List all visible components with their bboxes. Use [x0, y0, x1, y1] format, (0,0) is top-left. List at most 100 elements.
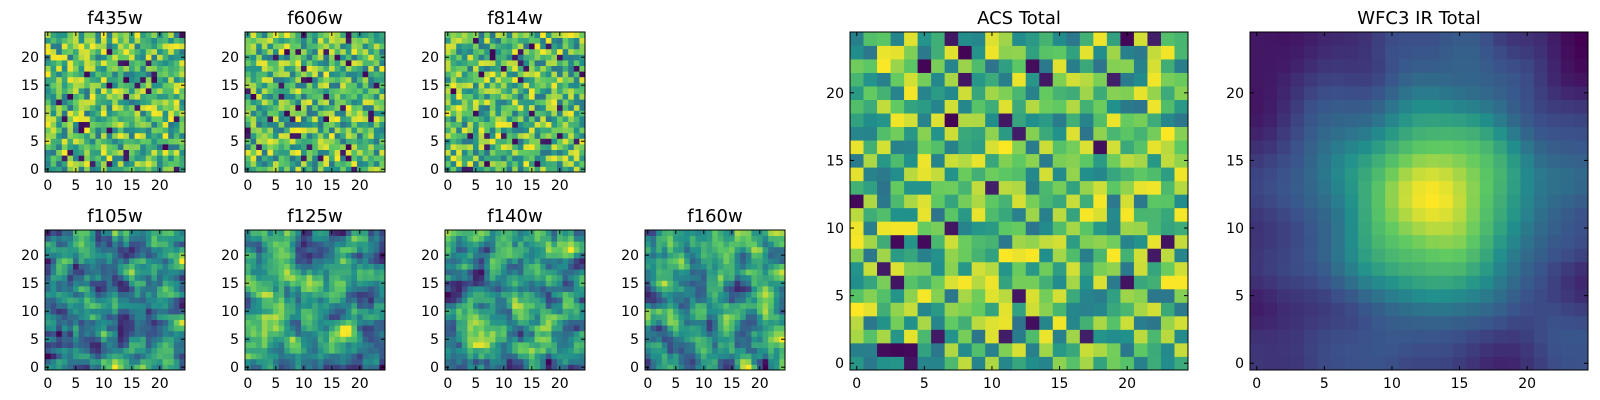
heatmap-cell: [478, 258, 485, 264]
heatmap-cell: [84, 110, 91, 117]
heatmap-cell: [877, 194, 891, 209]
y-tick-label: 20: [421, 50, 439, 66]
heatmap-cell: [456, 93, 463, 100]
heatmap-cell: [306, 76, 313, 83]
heatmap-cell: [773, 269, 780, 276]
heatmap-cell: [134, 144, 141, 150]
heatmap-cell: [998, 194, 1013, 209]
heatmap-cell: [478, 336, 485, 343]
heatmap-cell: [340, 364, 347, 371]
heatmap-cell: [84, 302, 91, 309]
heatmap-cell: [56, 291, 63, 298]
heatmap-cell: [529, 88, 535, 94]
heatmap-cell: [179, 88, 186, 94]
heatmap-cell: [1012, 288, 1027, 303]
heatmap-cell: [971, 302, 986, 317]
heatmap-cell: [534, 116, 541, 122]
heatmap-cell: [501, 48, 507, 55]
heatmap-cell: [534, 82, 541, 89]
heatmap-cell: [557, 280, 563, 287]
heatmap-cell: [145, 48, 152, 55]
heatmap-cell: [89, 286, 96, 292]
heatmap-cell: [78, 155, 85, 162]
heatmap-cell: [117, 71, 124, 78]
heatmap-cell: [545, 274, 552, 281]
heatmap-cell: [445, 274, 451, 281]
heatmap-cell: [89, 116, 96, 122]
heatmap-cell: [568, 32, 575, 38]
heatmap-cell: [179, 302, 186, 309]
heatmap-cell: [958, 315, 973, 330]
heatmap-cell: [351, 71, 358, 78]
heatmap-cell: [495, 48, 502, 55]
heatmap-cell: [461, 54, 468, 61]
heatmap-cell: [67, 241, 74, 248]
heatmap-cell: [545, 342, 552, 348]
heatmap-cell: [245, 291, 251, 298]
heatmap-cell: [512, 336, 519, 343]
heatmap-cell: [267, 364, 274, 371]
heatmap-cell: [357, 116, 363, 122]
heatmap-cell: [351, 99, 358, 106]
heatmap-cell: [78, 43, 85, 50]
heatmap-cell: [89, 280, 96, 287]
heatmap-cell: [273, 342, 279, 348]
heatmap-cell: [45, 358, 51, 365]
heatmap-cell: [245, 160, 251, 167]
heatmap-cell: [245, 258, 251, 264]
heatmap-cell: [267, 297, 274, 304]
heatmap-cell: [523, 71, 530, 78]
heatmap-cell: [67, 60, 74, 66]
heatmap-cell: [151, 353, 158, 360]
heatmap-cell: [740, 280, 747, 287]
heatmap-cell: [245, 274, 251, 281]
heatmap-cell: [95, 241, 102, 248]
heatmap-cell: [706, 364, 713, 371]
heatmap-cell: [173, 32, 180, 38]
heatmap-cell: [495, 314, 502, 320]
heatmap-cell: [456, 347, 463, 354]
heatmap-cell: [145, 160, 152, 167]
heatmap-cell: [456, 364, 463, 371]
x-tick-label: 15: [323, 376, 341, 392]
heatmap-cell: [101, 37, 107, 44]
heatmap-cell: [456, 330, 463, 337]
y-tick-label: 10: [21, 106, 39, 122]
heatmap-cell: [379, 291, 386, 298]
heatmap-cell: [779, 241, 786, 248]
heatmap-cell: [568, 297, 575, 304]
heatmap-cell: [656, 297, 663, 304]
heatmap-cell: [84, 241, 91, 248]
heatmap-cell: [289, 263, 296, 270]
heatmap-cell: [340, 325, 347, 332]
heatmap-cell: [506, 330, 513, 337]
heatmap-cell: [944, 356, 959, 371]
heatmap-cell: [351, 37, 358, 44]
heatmap-cell: [562, 274, 569, 281]
heatmap-cell: [529, 121, 535, 128]
heatmap-cell: [306, 302, 313, 309]
heatmap-cell: [684, 286, 691, 292]
heatmap-cell: [523, 241, 530, 248]
heatmap-cell: [540, 330, 547, 337]
heatmap-cell: [357, 149, 363, 156]
heatmap-cell: [863, 261, 878, 276]
heatmap-cell: [1052, 261, 1067, 276]
heatmap-cell: [61, 269, 68, 276]
heatmap-cell: [250, 286, 257, 292]
heatmap-cell: [523, 353, 530, 360]
heatmap-cell: [134, 166, 141, 173]
heatmap-cell: [284, 252, 291, 259]
heatmap-cell: [295, 104, 302, 111]
heatmap-cell: [168, 286, 175, 292]
heatmap-cell: [256, 43, 263, 50]
heatmap-cell: [762, 330, 769, 337]
heatmap-cell: [362, 71, 369, 78]
heatmap-cell: [456, 235, 463, 242]
heatmap-cell: [284, 235, 291, 242]
heatmap-cell: [301, 71, 307, 78]
heatmap-cell: [157, 347, 163, 354]
heatmap-cell: [273, 308, 279, 315]
heatmap-cell: [501, 347, 507, 354]
